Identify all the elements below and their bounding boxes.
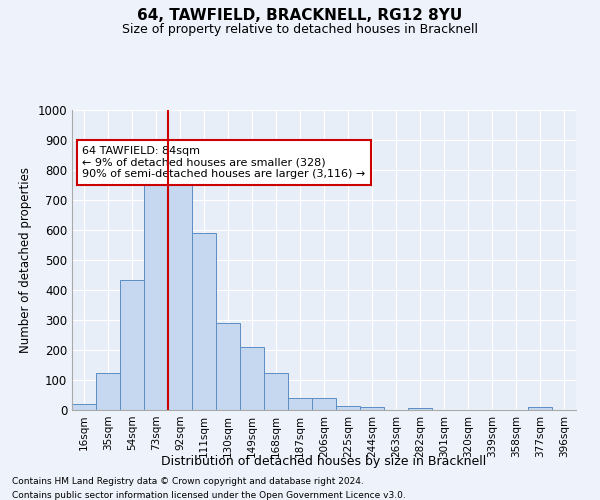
Text: Distribution of detached houses by size in Bracknell: Distribution of detached houses by size … bbox=[161, 455, 487, 468]
Text: Contains HM Land Registry data © Crown copyright and database right 2024.: Contains HM Land Registry data © Crown c… bbox=[12, 478, 364, 486]
Bar bbox=[312, 398, 336, 410]
Bar bbox=[192, 233, 216, 410]
Text: Size of property relative to detached houses in Bracknell: Size of property relative to detached ho… bbox=[122, 22, 478, 36]
Bar bbox=[144, 173, 168, 410]
Bar bbox=[528, 407, 552, 410]
Bar bbox=[360, 407, 384, 410]
Bar bbox=[264, 372, 288, 410]
Bar bbox=[336, 406, 360, 410]
Bar bbox=[96, 372, 120, 410]
Bar bbox=[168, 168, 192, 410]
Text: 64, TAWFIELD, BRACKNELL, RG12 8YU: 64, TAWFIELD, BRACKNELL, RG12 8YU bbox=[137, 8, 463, 22]
Bar bbox=[408, 408, 432, 410]
Bar bbox=[216, 323, 240, 410]
Bar bbox=[72, 404, 96, 410]
Y-axis label: Number of detached properties: Number of detached properties bbox=[19, 167, 32, 353]
Bar bbox=[240, 347, 264, 410]
Text: 64 TAWFIELD: 84sqm
← 9% of detached houses are smaller (328)
90% of semi-detache: 64 TAWFIELD: 84sqm ← 9% of detached hous… bbox=[82, 146, 365, 179]
Bar bbox=[288, 398, 312, 410]
Bar bbox=[120, 280, 144, 410]
Text: Contains public sector information licensed under the Open Government Licence v3: Contains public sector information licen… bbox=[12, 491, 406, 500]
